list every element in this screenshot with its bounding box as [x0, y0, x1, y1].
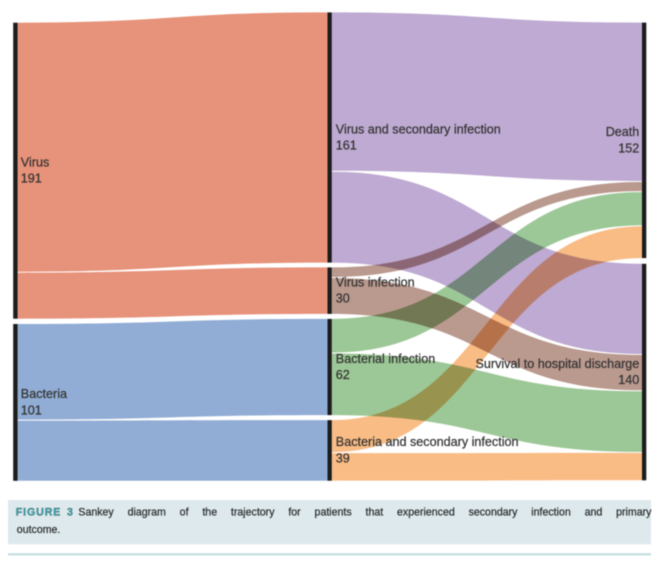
svg-text:Virus: Virus — [21, 156, 49, 170]
svg-text:outcome.: outcome. — [17, 524, 61, 536]
svg-text:152: 152 — [618, 141, 639, 155]
svg-text:Bacterial infection: Bacterial infection — [336, 352, 435, 366]
svg-text:39: 39 — [336, 451, 350, 465]
svg-text:30: 30 — [336, 292, 350, 306]
svg-text:191: 191 — [21, 172, 42, 186]
svg-text:140: 140 — [618, 373, 639, 387]
svg-text:62: 62 — [336, 368, 350, 382]
svg-text:Virus and secondary infection: Virus and secondary infection — [336, 122, 501, 136]
svg-text:Sankey diagram of the trajecto: Sankey diagram of the trajectory for pat… — [78, 506, 652, 518]
svg-text:161: 161 — [336, 139, 357, 153]
svg-text:Bacteria: Bacteria — [21, 387, 67, 401]
svg-text:Virus infection: Virus infection — [336, 275, 415, 289]
svg-text:Death: Death — [606, 125, 640, 139]
svg-text:Survival to hospital discharge: Survival to hospital discharge — [475, 357, 639, 371]
svg-text:FIGURE 3: FIGURE 3 — [16, 506, 74, 518]
svg-text:101: 101 — [21, 403, 42, 417]
svg-text:Bacteria and secondary infecti: Bacteria and secondary infection — [336, 435, 519, 449]
